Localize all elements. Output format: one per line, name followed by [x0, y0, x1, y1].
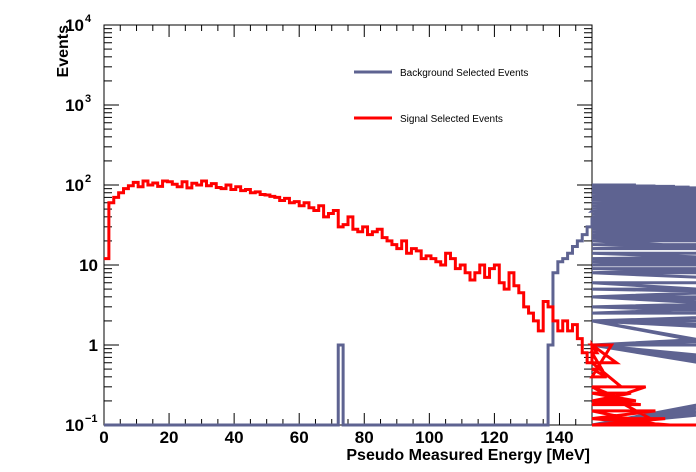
- y-tick-label: 10 2: [65, 173, 91, 195]
- legend-label-signal: Signal Selected Events: [400, 114, 503, 125]
- y-axis-title: Events: [55, 25, 72, 78]
- x-tick-label: 60: [290, 428, 309, 447]
- y-tick-label: 10 3: [65, 93, 91, 115]
- x-tick-label: 140: [545, 428, 573, 447]
- x-axis-title: Pseudo Measured Energy [MeV]: [346, 447, 590, 464]
- y-tick-base: 10: [79, 256, 98, 275]
- x-tick-label: 100: [415, 428, 443, 447]
- y-tick-base: 10: [65, 16, 84, 35]
- series-layer: [104, 179, 696, 427]
- x-tick-label: 40: [225, 428, 244, 447]
- y-tick-exponent: −1: [85, 413, 98, 425]
- y-tick-label: 1: [89, 336, 98, 355]
- y-tick-base: 10: [65, 96, 84, 115]
- x-tick-label: 120: [480, 428, 508, 447]
- y-tick-label: 10 −1: [65, 413, 97, 435]
- y-tick-base: 1: [89, 336, 98, 355]
- series-line-signal: [104, 179, 696, 427]
- x-tick-label: 0: [99, 428, 108, 447]
- y-tick-exponent: 2: [85, 173, 91, 185]
- y-tick-exponent: 4: [85, 13, 92, 25]
- x-tick-label: 20: [160, 428, 179, 447]
- y-tick-label: 10 4: [65, 13, 92, 35]
- legend-label-background: Background Selected Events: [400, 68, 528, 79]
- x-tick-label: 80: [355, 428, 374, 447]
- y-tick-exponent: 3: [85, 93, 91, 105]
- y-tick-base: 10: [65, 416, 84, 435]
- series-line-background: [104, 183, 696, 427]
- y-tick-base: 10: [65, 176, 84, 195]
- y-tick-label: 10: [79, 256, 98, 275]
- legend: Background Selected Events Signal Selecte…: [354, 68, 528, 125]
